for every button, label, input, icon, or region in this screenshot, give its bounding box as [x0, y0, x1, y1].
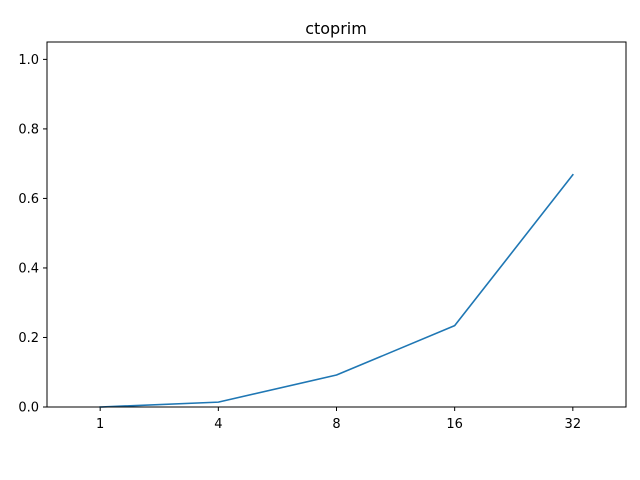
- y-tick-label: 0.0: [18, 401, 39, 416]
- series-line: [99, 173, 574, 408]
- x-tick-label: 1: [96, 417, 104, 432]
- axes-frame: [46, 41, 627, 408]
- chart-title: ctoprim: [305, 19, 367, 38]
- x-tick-label: 32: [565, 417, 582, 432]
- plot-area: 0.0 0.2 0.4 0.6 0.8 1.0 1 4 8 16 32: [18, 53, 581, 432]
- y-tick-label: 0.8: [18, 122, 39, 137]
- y-tick-label: 0.6: [18, 192, 39, 207]
- y-tick-label: 0.4: [18, 261, 39, 276]
- x-tick-label: 16: [446, 417, 463, 432]
- x-tick-label: 8: [332, 417, 340, 432]
- x-tick-label: 4: [214, 417, 222, 432]
- y-tick-label: 0.2: [18, 331, 39, 346]
- y-tick-label: 1.0: [18, 53, 39, 68]
